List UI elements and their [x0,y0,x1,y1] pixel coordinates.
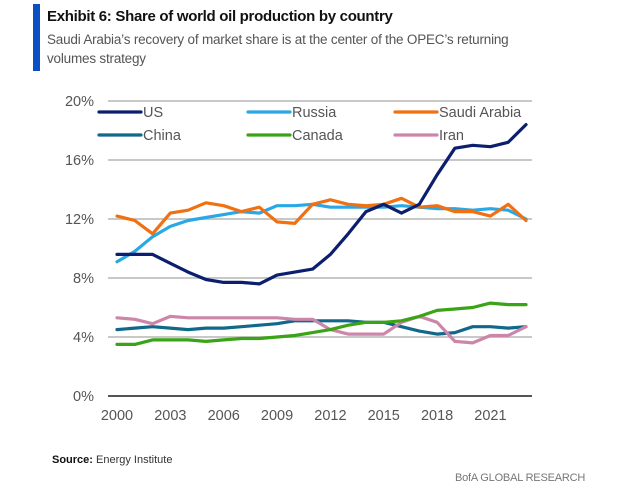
chart-title: Exhibit 6: Share of world oil production… [47,8,393,25]
source-note: Source: Energy Institute [52,454,172,466]
y-axis-ticks: 0% 4% 8% 12% 16% 20% [65,94,94,405]
legend-item-russia: Russia [246,105,337,121]
source-text: Energy Institute [92,454,173,466]
legend-label: Iran [439,128,464,144]
x-tick-label: 2018 [421,408,453,424]
legend-item-iran: Iran [393,128,464,144]
legend-item-saudi-arabia: Saudi Arabia [393,105,522,121]
y-tick-label: 12% [65,212,94,228]
x-tick-label: 2012 [314,408,346,424]
legend-item-china: China [97,128,182,144]
x-tick-label: 2015 [368,408,400,424]
x-axis-ticks: 2000 2003 2006 2009 2012 2015 2018 2021 [101,408,507,424]
x-tick-label: 2021 [474,408,506,424]
series-line-canada [115,301,528,346]
source-label: Source: [52,454,93,466]
legend-item-us: US [97,105,163,121]
gridlines [108,100,532,397]
x-tick-label: 2003 [154,408,186,424]
x-tick-label: 2009 [261,408,293,424]
y-tick-label: 4% [73,330,94,346]
series-lines [115,122,528,346]
series-line-us [115,122,528,286]
series-line-saudi-arabia [115,196,528,236]
legend: US Russia Saudi Arabia China Canada Iran [97,105,522,144]
y-tick-label: 20% [65,94,94,110]
series-line-iran [115,314,528,345]
chart-subtitle: Saudi Arabia’s recovery of market share … [47,32,509,66]
brand-label: BofA GLOBAL RESEARCH [455,472,586,484]
y-tick-label: 0% [73,389,94,405]
accent-bar [33,4,40,71]
series-line-china [115,319,528,336]
legend-label: China [143,128,182,144]
x-tick-label: 2006 [208,408,240,424]
legend-label: Canada [292,128,344,144]
legend-label: US [143,105,163,121]
x-tick-label: 2000 [101,408,133,424]
legend-item-canada: Canada [246,128,344,144]
y-tick-label: 16% [65,153,94,169]
y-tick-label: 8% [73,271,94,287]
legend-label: Saudi Arabia [439,105,522,121]
series-line-russia [115,202,528,264]
legend-label: Russia [292,105,337,121]
